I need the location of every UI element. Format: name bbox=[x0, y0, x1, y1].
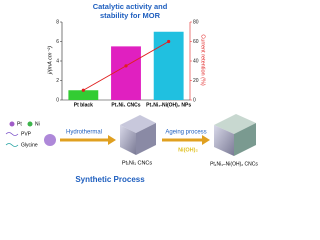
legend-glycine: Glycine bbox=[21, 142, 38, 148]
y-tick-label: 0 bbox=[56, 97, 59, 103]
point bbox=[124, 64, 128, 68]
cube-right bbox=[136, 123, 156, 155]
y-axis-label: j/(mA cm⁻²) bbox=[47, 46, 53, 75]
y-tick-label: 4 bbox=[56, 58, 59, 64]
cube-left bbox=[214, 125, 234, 156]
process-title: Synthetic Process bbox=[75, 175, 145, 184]
legend-glycine-icon bbox=[5, 143, 19, 147]
y2-tick-label: 0 bbox=[193, 97, 196, 103]
legend-pvp-icon bbox=[5, 132, 19, 136]
cube-left bbox=[120, 125, 136, 155]
legend-ni: Ni bbox=[35, 121, 40, 127]
bar bbox=[111, 46, 141, 100]
y2-tick-label: 80 bbox=[193, 19, 199, 25]
y2-tick-label: 20 bbox=[193, 78, 199, 84]
graphical-abstract: Catalytic activity and stability for MOR… bbox=[5, 2, 258, 184]
y-tick-label: 8 bbox=[56, 19, 59, 25]
y-tick-label: 2 bbox=[56, 78, 59, 84]
product-label: Pt₁Ni₁ CNCs bbox=[122, 160, 153, 166]
chart-title: stability for MOR bbox=[100, 11, 161, 20]
y2-axis-label: Current retention (%) bbox=[200, 34, 206, 86]
bar bbox=[68, 90, 99, 100]
reagent-label: Ni(OH)₂ bbox=[178, 147, 198, 153]
product-label: Pt₁Ni₁–Ni(OH)₂ CNCs bbox=[210, 161, 258, 167]
precursor bbox=[44, 134, 56, 146]
x-tick-label: Pt₁Ni₁-Ni(OH)₂ NPs bbox=[146, 102, 191, 108]
y-tick-label: 6 bbox=[56, 39, 59, 45]
step-label: Hydrothermal bbox=[66, 130, 102, 136]
arrow-head bbox=[202, 135, 210, 145]
step-label: Ageing process bbox=[165, 130, 206, 136]
point bbox=[81, 88, 85, 92]
x-tick-label: Pt black bbox=[74, 102, 93, 108]
legend-pvp: PVP bbox=[21, 131, 32, 137]
y2-tick-label: 60 bbox=[193, 39, 199, 45]
legend-pt: Pt bbox=[17, 121, 22, 127]
chart-title: Catalytic activity and bbox=[93, 2, 168, 11]
legend-pt-icon bbox=[9, 121, 15, 127]
legend-ni-icon bbox=[27, 121, 33, 127]
cube-top bbox=[120, 115, 156, 133]
y2-tick-label: 40 bbox=[193, 58, 199, 64]
cube-right bbox=[234, 123, 256, 156]
x-tick-label: Pt₁Ni₁ CNCs bbox=[111, 102, 140, 108]
point bbox=[167, 39, 171, 44]
cube-top bbox=[214, 114, 256, 134]
arrow-head bbox=[108, 135, 116, 145]
bar bbox=[153, 31, 184, 100]
